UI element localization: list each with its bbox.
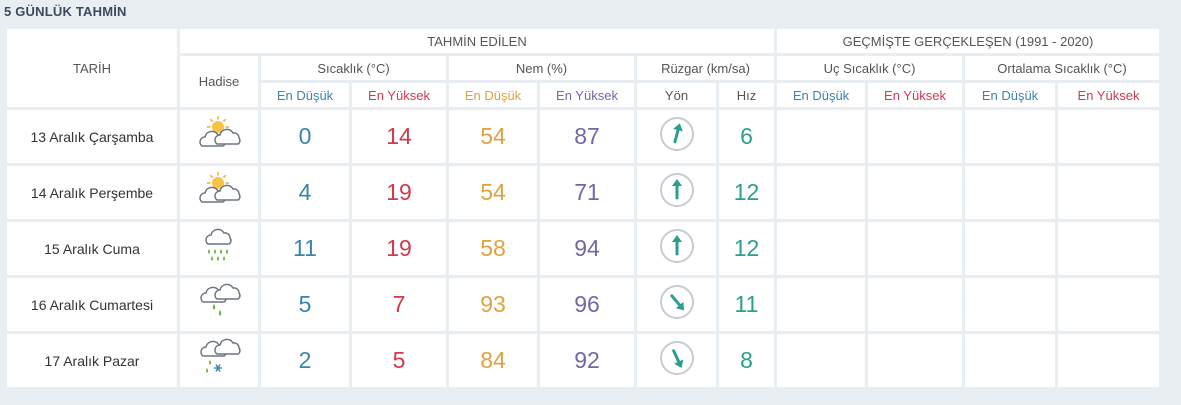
weather-cell xyxy=(180,278,258,331)
section-title: 5 GÜNLÜK TAHMİN xyxy=(4,4,127,19)
temp-high: 14 xyxy=(352,110,446,163)
average-low-cell xyxy=(965,222,1055,275)
humidity-high: 96 xyxy=(540,278,634,331)
forecast-row: 13 Aralık Çarşamba 0 14 54 87 6 xyxy=(7,110,1159,163)
extreme-low-cell xyxy=(777,278,865,331)
weather-cell xyxy=(180,334,258,387)
average-high-cell xyxy=(1058,222,1159,275)
extreme-low-cell xyxy=(777,166,865,219)
weather-cell xyxy=(180,166,258,219)
average-low-cell xyxy=(965,278,1055,331)
wind-speed: 12 xyxy=(719,222,774,275)
wind-speed: 6 xyxy=(719,110,774,163)
extreme-high-cell xyxy=(868,334,962,387)
row-date: 17 Aralık Pazar xyxy=(7,334,177,387)
temp-high: 19 xyxy=(352,166,446,219)
partly-sunny-icon xyxy=(196,170,242,210)
subheader-humidity-high: En Yüksek xyxy=(540,83,634,107)
subheader-extreme-high: En Yüksek xyxy=(868,83,962,107)
wind-direction-icon xyxy=(659,284,695,320)
subheader-humidity-low: En Düşük xyxy=(449,83,537,107)
header-ortalama-sicaklik: Ortalama Sıcaklık (°C) xyxy=(965,56,1159,80)
extreme-low-cell xyxy=(777,222,865,275)
forecast-row: 17 Aralık Pazar 2 5 84 92 8 xyxy=(7,334,1159,387)
temp-high: 7 xyxy=(352,278,446,331)
subheader-wind-speed: Hız xyxy=(719,83,774,107)
average-low-cell xyxy=(965,334,1055,387)
wind-direction-cell xyxy=(637,222,716,275)
average-low-cell xyxy=(965,166,1055,219)
row-date: 13 Aralık Çarşamba xyxy=(7,110,177,163)
wind-speed: 12 xyxy=(719,166,774,219)
temp-low: 5 xyxy=(261,278,349,331)
light-rain-icon xyxy=(196,282,242,322)
header-sicaklik: Sıcaklık (°C) xyxy=(261,56,446,80)
average-high-cell xyxy=(1058,166,1159,219)
extreme-high-cell xyxy=(868,222,962,275)
partly-sunny-icon xyxy=(196,114,242,154)
wind-direction-cell xyxy=(637,110,716,163)
extreme-low-cell xyxy=(777,110,865,163)
average-high-cell xyxy=(1058,110,1159,163)
forecast-rows: 13 Aralık Çarşamba 0 14 54 87 6 14 Aralık Perş… xyxy=(7,110,1159,387)
forecast-row: 14 Aralık Perşembe 4 19 54 71 12 xyxy=(7,166,1159,219)
wind-direction-cell xyxy=(637,334,716,387)
temp-low: 0 xyxy=(261,110,349,163)
wind-direction-cell xyxy=(637,166,716,219)
header-hadise: Hadise xyxy=(180,56,258,107)
average-high-cell xyxy=(1058,278,1159,331)
humidity-low: 54 xyxy=(449,110,537,163)
extreme-high-cell xyxy=(868,166,962,219)
weather-cell xyxy=(180,110,258,163)
header-gecmiste-gerceklesen: GEÇMİŞTE GERÇEKLEŞEN (1991 - 2020) xyxy=(777,29,1159,53)
heavy-rain-icon xyxy=(196,226,242,266)
row-date: 15 Aralık Cuma xyxy=(7,222,177,275)
temp-low: 2 xyxy=(261,334,349,387)
humidity-high: 71 xyxy=(540,166,634,219)
humidity-low: 84 xyxy=(449,334,537,387)
subheader-extreme-low: En Düşük xyxy=(777,83,865,107)
forecast-row: 16 Aralık Cumartesi 5 7 93 96 11 xyxy=(7,278,1159,331)
wind-direction-icon xyxy=(659,228,695,264)
header-uc-sicaklik: Uç Sıcaklık (°C) xyxy=(777,56,962,80)
subheader-wind-direction: Yön xyxy=(637,83,716,107)
extreme-high-cell xyxy=(868,278,962,331)
humidity-low: 58 xyxy=(449,222,537,275)
forecast-table: TARİH TAHMİN EDİLEN GEÇMİŞTE GERÇEKLEŞEN… xyxy=(4,26,1162,390)
humidity-high: 92 xyxy=(540,334,634,387)
weather-cell xyxy=(180,222,258,275)
humidity-low: 93 xyxy=(449,278,537,331)
average-low-cell xyxy=(965,110,1055,163)
temp-low: 11 xyxy=(261,222,349,275)
subheader-temp-low: En Düşük xyxy=(261,83,349,107)
temp-high: 5 xyxy=(352,334,446,387)
row-date: 16 Aralık Cumartesi xyxy=(7,278,177,331)
wind-speed: 8 xyxy=(719,334,774,387)
wind-direction-cell xyxy=(637,278,716,331)
extreme-low-cell xyxy=(777,334,865,387)
humidity-high: 94 xyxy=(540,222,634,275)
subheader-average-low: En Düşük xyxy=(965,83,1055,107)
humidity-low: 54 xyxy=(449,166,537,219)
forecast-row: 15 Aralık Cuma 11 19 58 94 12 xyxy=(7,222,1159,275)
row-date: 14 Aralık Perşembe xyxy=(7,166,177,219)
sleet-icon xyxy=(196,338,242,378)
temp-high: 19 xyxy=(352,222,446,275)
wind-direction-icon xyxy=(659,116,695,152)
wind-direction-icon xyxy=(659,340,695,376)
wind-direction-icon xyxy=(659,172,695,208)
header-ruzgar: Rüzgar (km/sa) xyxy=(637,56,774,80)
header-tarih: TARİH xyxy=(7,29,177,107)
wind-speed: 11 xyxy=(719,278,774,331)
extreme-high-cell xyxy=(868,110,962,163)
temp-low: 4 xyxy=(261,166,349,219)
average-high-cell xyxy=(1058,334,1159,387)
header-tahmin-edilen: TAHMİN EDİLEN xyxy=(180,29,774,53)
subheader-temp-high: En Yüksek xyxy=(352,83,446,107)
subheader-average-high: En Yüksek xyxy=(1058,83,1159,107)
header-nem: Nem (%) xyxy=(449,56,634,80)
humidity-high: 87 xyxy=(540,110,634,163)
